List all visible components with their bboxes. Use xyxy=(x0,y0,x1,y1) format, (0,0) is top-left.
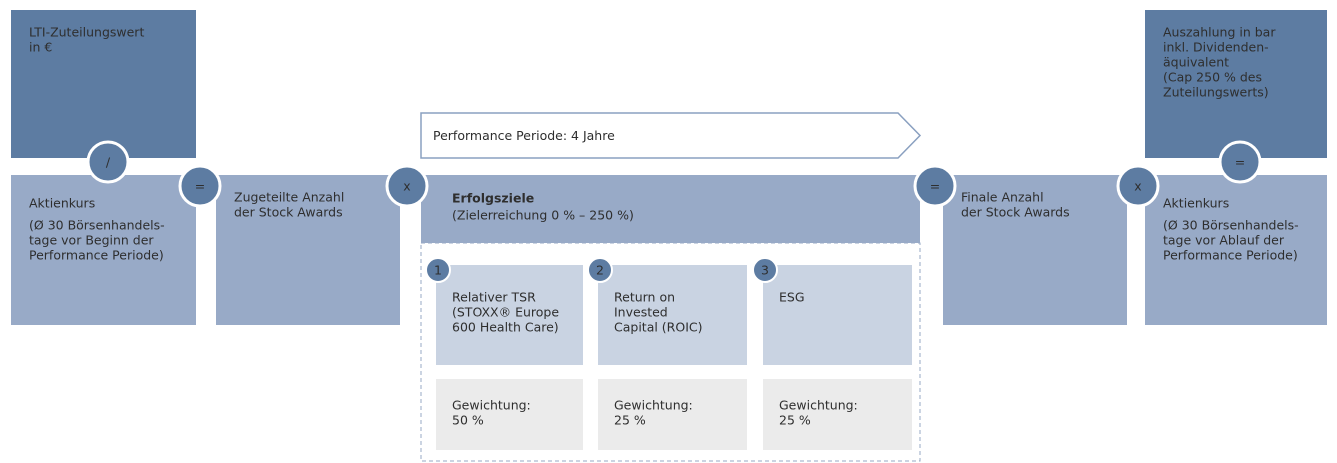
text-line: LTI-Zuteilungswert xyxy=(29,25,144,40)
text-line: Gewichtung: xyxy=(452,398,531,413)
text-line: (Cap 250 % des xyxy=(1163,70,1262,85)
text-line: der Stock Awards xyxy=(961,205,1070,220)
text-line: (Ø 30 Börsenhandels- xyxy=(1163,218,1299,233)
operator-circle xyxy=(1116,164,1160,208)
text-line: Capital (ROIC) xyxy=(614,320,703,335)
operator-circle xyxy=(913,164,957,208)
text-line: (STOXX® Europe xyxy=(452,305,559,320)
text-line: Gewichtung: xyxy=(614,398,693,413)
text-line: Finale Anzahl xyxy=(961,190,1044,205)
text-line: Relativer TSR xyxy=(452,290,536,305)
operator: / xyxy=(106,155,111,170)
node-box xyxy=(11,175,196,325)
goal-box xyxy=(598,265,747,365)
text-line: äquivalent xyxy=(1163,55,1229,70)
text-line: Auszahlung in bar xyxy=(1163,25,1276,40)
text-line: ESG xyxy=(779,290,805,305)
goal-box xyxy=(436,265,583,365)
weight-box xyxy=(436,379,583,450)
text-line: Performance Periode) xyxy=(1163,248,1298,263)
node-box xyxy=(1145,10,1327,158)
node-heading: Erfolgsziele xyxy=(452,191,534,206)
goals-frame xyxy=(420,242,921,462)
node-box xyxy=(11,10,196,158)
operator-circle xyxy=(178,164,222,208)
text-line: (Ø 30 Börsenhandels- xyxy=(29,218,165,233)
goal-box xyxy=(763,265,912,365)
goal-number: 1 xyxy=(434,263,442,278)
text-line: inkl. Dividenden- xyxy=(1163,40,1269,55)
goal-number: 3 xyxy=(761,263,769,278)
text-line: Zugeteilte Anzahl xyxy=(234,190,344,205)
text-line: tage vor Beginn der xyxy=(29,233,154,248)
text-line: Performance Periode) xyxy=(29,248,164,263)
text-line: tage vor Ablauf der xyxy=(1163,233,1285,248)
text-line: Zuteilungswerts) xyxy=(1163,85,1269,100)
text-line: in € xyxy=(29,40,52,55)
node-box xyxy=(216,175,400,325)
text-line: der Stock Awards xyxy=(234,205,343,220)
operator: x xyxy=(1134,179,1141,194)
node-heading: Aktienkurs xyxy=(29,196,95,211)
node-box xyxy=(1145,175,1327,325)
operator-circle xyxy=(385,164,429,208)
weight-box xyxy=(763,379,912,450)
operator: x xyxy=(403,179,410,194)
operator: = xyxy=(195,179,205,194)
operator-circle xyxy=(86,140,130,184)
node-box xyxy=(421,175,920,243)
text-line: 25 % xyxy=(779,413,811,428)
text-line: Gewichtung: xyxy=(779,398,858,413)
text-line: 600 Health Care) xyxy=(452,320,559,335)
goal-number-circle xyxy=(587,257,613,283)
operator: = xyxy=(930,179,940,194)
goal-number-circle xyxy=(425,257,451,283)
operator-circle xyxy=(1218,140,1262,184)
text-line: Performance Periode: 4 Jahre xyxy=(433,128,615,143)
goal-number: 2 xyxy=(596,263,604,278)
weight-box xyxy=(598,379,747,450)
goal-number-circle xyxy=(752,257,778,283)
text-line: 25 % xyxy=(614,413,646,428)
operator: = xyxy=(1235,155,1245,170)
node-box xyxy=(943,175,1127,325)
period-arrow xyxy=(420,112,922,159)
text-line: Return on xyxy=(614,290,675,305)
text-line: (Zielerreichung 0 % – 250 %) xyxy=(452,208,634,223)
node-heading: Aktienkurs xyxy=(1163,196,1229,211)
text-line: Invested xyxy=(614,305,668,320)
text-line: 50 % xyxy=(452,413,484,428)
